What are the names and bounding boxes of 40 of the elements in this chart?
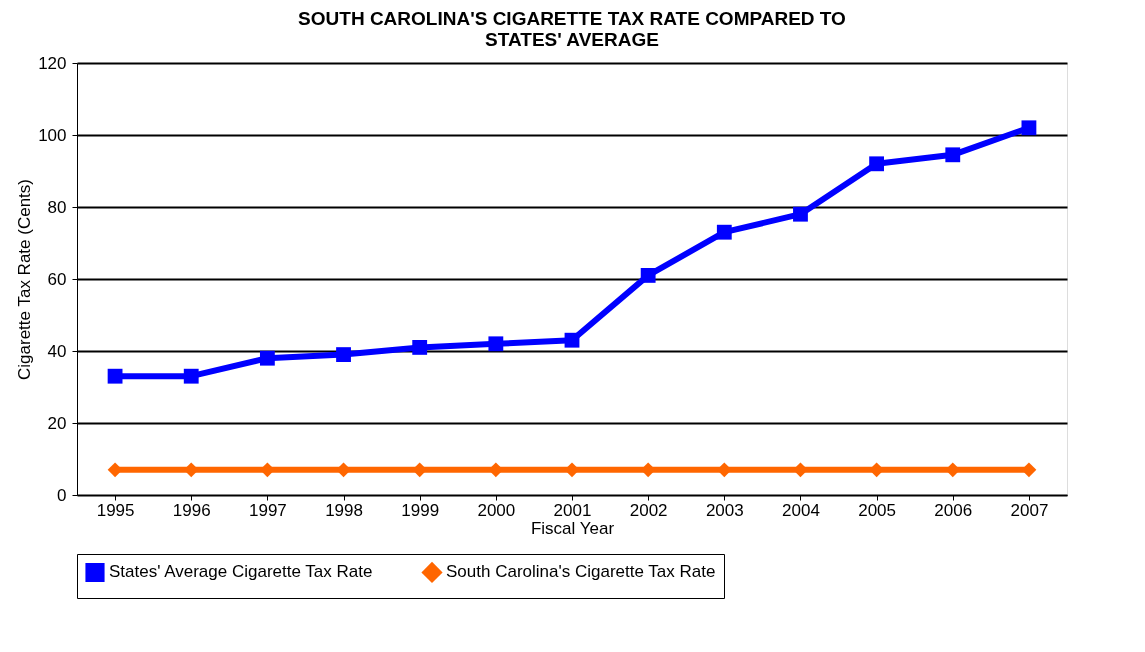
- y-tick-label: 40: [47, 341, 67, 361]
- point: [564, 332, 580, 348]
- x-tick-label: 2006: [934, 500, 973, 520]
- legend-label: States' Average Cigarette Tax Rate: [109, 562, 373, 582]
- x-axis-title: Fiscal Year: [530, 518, 615, 538]
- y-tick-label: 80: [47, 197, 67, 217]
- point: [183, 368, 199, 384]
- x-tick-label: 2000: [477, 500, 516, 520]
- point: [488, 336, 504, 352]
- point: [945, 147, 961, 163]
- point: [336, 462, 351, 478]
- y-tick-label: 120: [38, 53, 67, 73]
- point: [336, 347, 351, 363]
- point: [107, 368, 123, 384]
- x-tick-label: 2005: [858, 500, 897, 520]
- x-tick-label: 1996: [172, 500, 211, 520]
- chart-title: SOUTH CAROLINA'S CIGARETTE TAX RATE COMPARED TO STATES' AVERAGE: [298, 8, 846, 50]
- point: [259, 350, 275, 366]
- x-tick-label: 2007: [1010, 500, 1049, 520]
- x-tick-label: 2001: [553, 500, 592, 520]
- x-tick-label: 1999: [401, 500, 440, 520]
- x-tick-label: 2004: [782, 500, 820, 520]
- point: [412, 339, 428, 355]
- point: [869, 156, 885, 172]
- point: [716, 224, 732, 240]
- x-tick-label: 1998: [325, 500, 363, 520]
- y-tick-label: 0: [57, 485, 67, 505]
- point: [793, 206, 808, 222]
- y-tick-label: 20: [47, 413, 67, 433]
- point: [640, 267, 656, 283]
- x-tick-label: 1997: [248, 500, 287, 520]
- x-tick-label: 2002: [629, 500, 668, 520]
- point: [793, 462, 808, 478]
- x-tick-label: 1995: [96, 500, 135, 520]
- point: [1021, 120, 1037, 136]
- y-tick-label: 100: [38, 125, 67, 145]
- x-tick-label: 2003: [705, 500, 744, 520]
- y-axis-title: Cigarette Tax Rate (Cents): [15, 179, 35, 380]
- y-tick-label: 60: [47, 269, 67, 289]
- legend-label: South Carolina's Cigarette Tax Rate: [446, 562, 716, 582]
